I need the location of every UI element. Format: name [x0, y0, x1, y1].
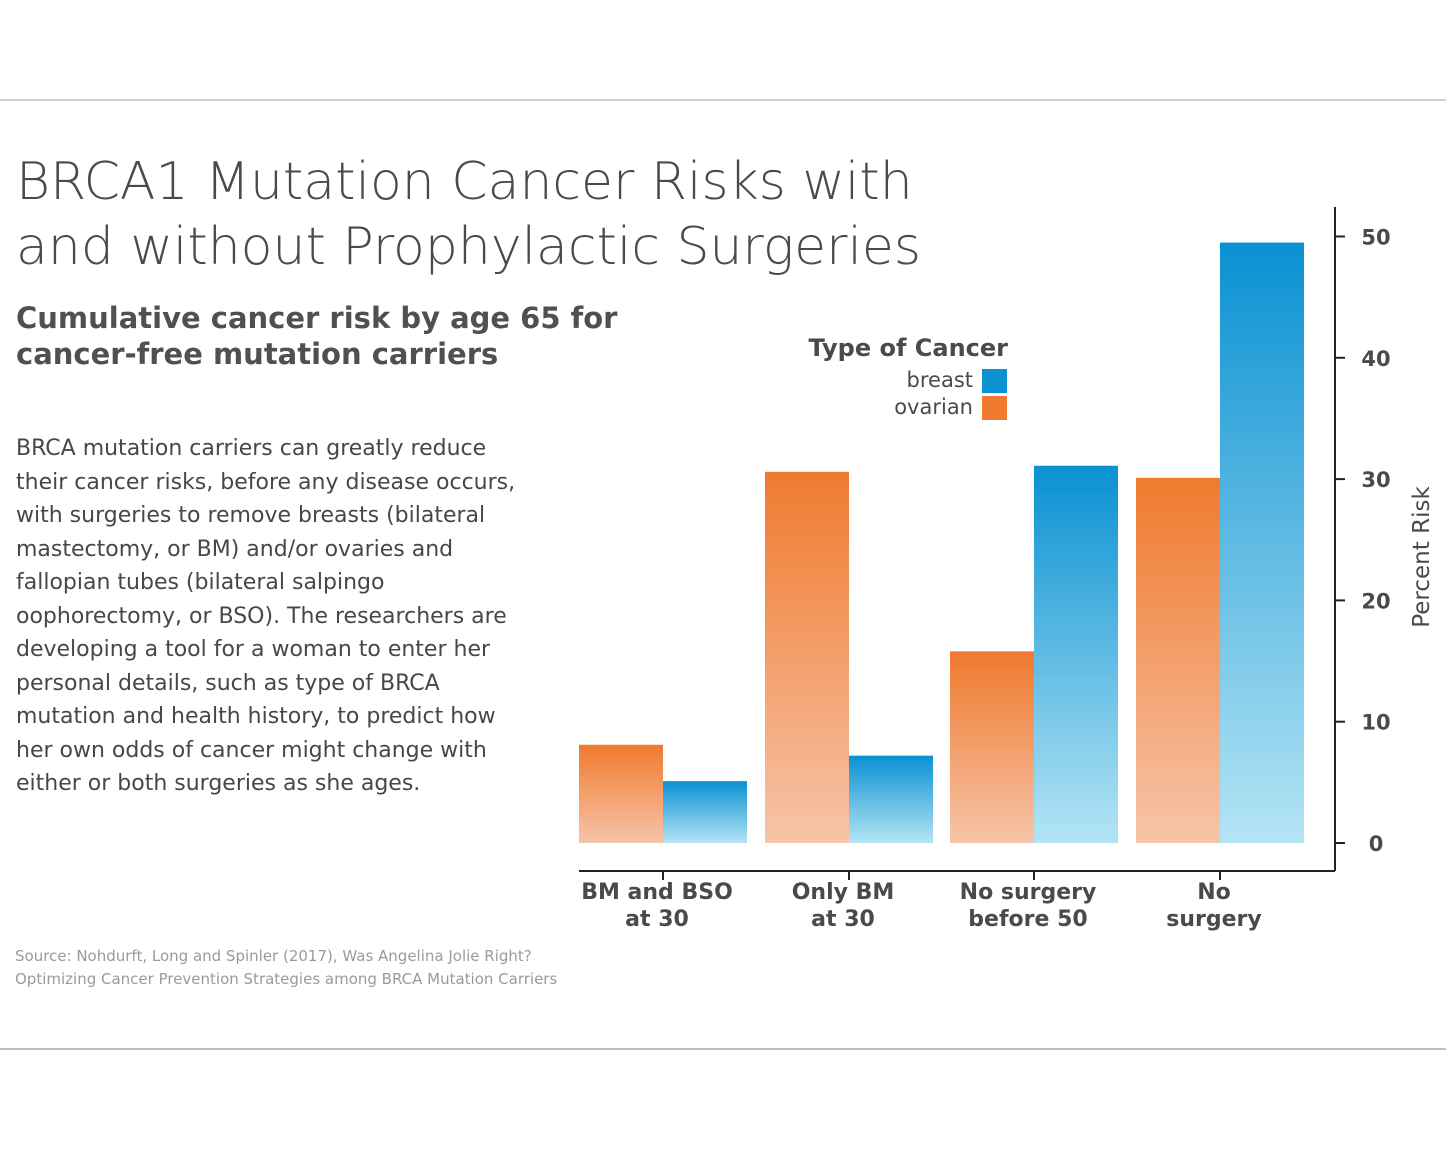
description-line: her own odds of cancer might change with [16, 737, 487, 763]
bottom-divider [0, 1048, 1446, 1050]
top-divider [0, 99, 1446, 101]
description-line: with surgeries to remove breasts (bilate… [16, 503, 486, 528]
legend-swatch-breast [982, 369, 1007, 393]
subtitle-line: Cumulative cancer risk by age 65 for [16, 301, 618, 335]
y-tick-label: 50 [1361, 226, 1390, 250]
description-line: oophorectomy, or BSO). The researchers a… [16, 603, 507, 629]
description-line: mutation and health history, to predict … [16, 704, 496, 729]
description-line: their cancer risks, before any disease o… [16, 469, 516, 495]
source-line: Source: Nohdurft, Long and Spinler (2017… [15, 947, 532, 965]
y-tick-label: 0 [1369, 832, 1384, 856]
title-line: BRCA1 Mutation Cancer Risks with [16, 152, 913, 212]
description-line: fallopian tubes (bilateral salpingo [16, 570, 385, 595]
source-citation: Source: Nohdurft, Long and Spinler (2017… [15, 945, 615, 991]
ovarian-bar [579, 744, 663, 843]
y-tick-label: 20 [1361, 589, 1390, 613]
legend-title: Type of Cancer [809, 334, 1009, 362]
y-tick-label: 30 [1361, 468, 1390, 492]
legend-label-breast: breast [907, 368, 973, 392]
breast-bar [849, 755, 933, 843]
description-line: developing a tool for a woman to enter h… [16, 637, 491, 662]
page-subtitle: Cumulative cancer risk by age 65 for can… [16, 300, 618, 372]
source-line: Optimizing Cancer Prevention Strategies … [15, 970, 558, 988]
ovarian-bar [765, 471, 849, 843]
x-tick-label: No surgery [1166, 880, 1261, 932]
subtitle-line: cancer-free mutation carriers [16, 337, 499, 371]
breast-bar [1034, 465, 1118, 843]
breast-bar [663, 781, 747, 843]
page-title: BRCA1 Mutation Cancer Risks with and wit… [16, 150, 976, 280]
description-line: personal details, such as type of BRCA [16, 670, 440, 696]
y-tick-label: 40 [1361, 347, 1390, 371]
ovarian-bar [1136, 477, 1220, 843]
x-tick-label: Only BM at 30 [792, 880, 895, 932]
breast-bar [1220, 242, 1304, 843]
legend-swatch-ovarian [982, 396, 1007, 420]
description-line: BRCA mutation carriers can greatly reduc… [16, 436, 487, 461]
legend-label-ovarian: ovarian [894, 395, 973, 419]
y-axis-title: Percent Risk [1409, 486, 1435, 628]
x-tick-label: BM and BSO at 30 [581, 880, 733, 932]
description-paragraph: BRCA mutation carriers can greatly reduc… [16, 432, 546, 801]
title-line: and without Prophylactic Surgeries [16, 217, 921, 277]
x-tick-label: No surgery before 50 [960, 880, 1097, 932]
description-line: either or both surgeries as she ages. [16, 771, 421, 796]
description-line: mastectomy, or BM) and/or ovaries and [16, 536, 454, 562]
ovarian-bar [950, 651, 1034, 843]
y-tick-label: 10 [1361, 711, 1390, 735]
